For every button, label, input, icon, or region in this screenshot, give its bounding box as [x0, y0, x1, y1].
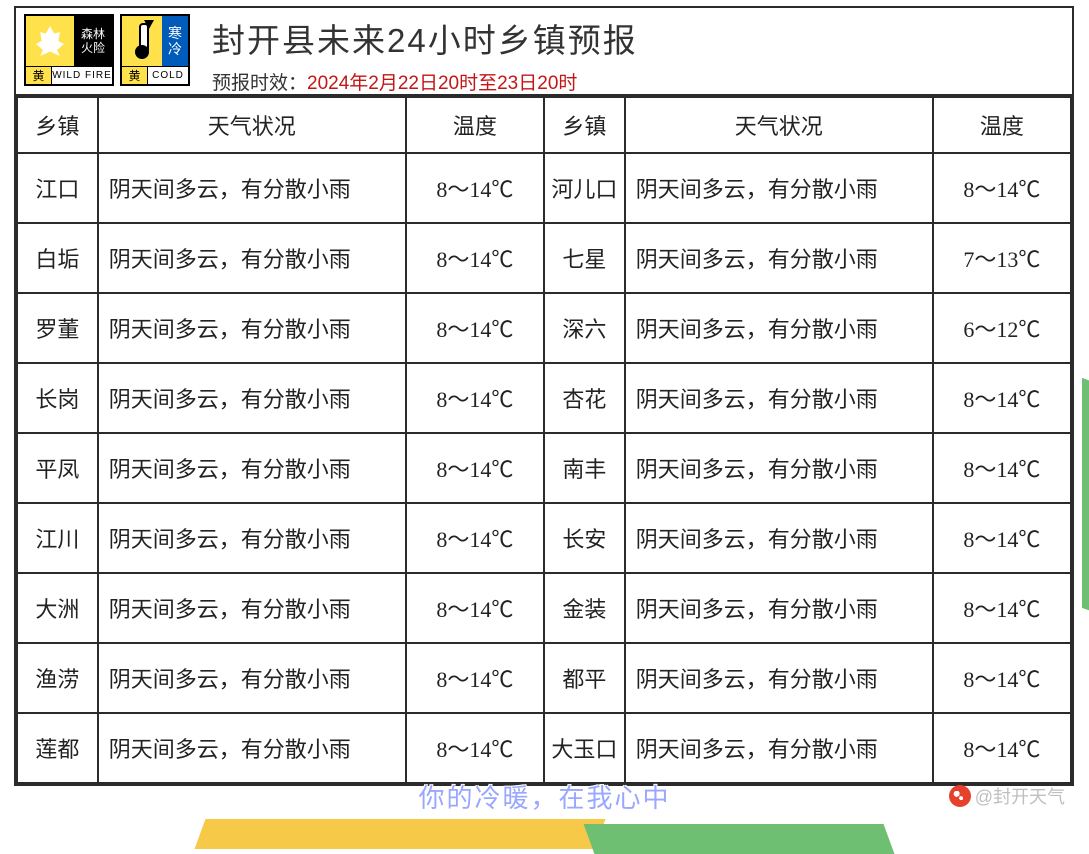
table-row: 江口阴天间多云，有分散小雨8～14℃河儿口阴天间多云，有分散小雨8～14℃ [17, 153, 1071, 223]
temp-right: 8～14℃ [933, 433, 1071, 503]
temp-left: 8～14℃ [406, 363, 544, 433]
wildfire-level: 黄 [26, 67, 52, 84]
wx-left: 阴天间多云，有分散小雨 [98, 713, 406, 783]
wx-left: 阴天间多云，有分散小雨 [98, 363, 406, 433]
temp-left: 8～14℃ [406, 153, 544, 223]
temp-left: 8～14℃ [406, 223, 544, 293]
weibo-icon [949, 785, 971, 807]
table-row: 大洲阴天间多云，有分散小雨8～14℃金装阴天间多云，有分散小雨8～14℃ [17, 573, 1071, 643]
col-wx-left: 天气状况 [98, 97, 406, 153]
town-left: 白垢 [17, 223, 98, 293]
town-right: 深六 [544, 293, 625, 363]
cold-label-2: 冷 [168, 41, 182, 57]
town-right: 南丰 [544, 433, 625, 503]
town-left: 罗董 [17, 293, 98, 363]
temp-right: 8～14℃ [933, 573, 1071, 643]
wildfire-badge: 森林 火险 黄 WILD FIRE [24, 14, 114, 86]
temp-left: 8～14℃ [406, 643, 544, 713]
forecast-card: 森林 火险 黄 WILD FIRE 寒 冷 [14, 6, 1074, 786]
footer-tagline: 你的冷暖，在我心中 [0, 778, 1089, 815]
temp-right: 8～14℃ [933, 503, 1071, 573]
wx-right: 阴天间多云，有分散小雨 [625, 293, 933, 363]
town-right: 七星 [544, 223, 625, 293]
forecast-table: 乡镇 天气状况 温度 乡镇 天气状况 温度 江口阴天间多云，有分散小雨8～14℃… [16, 96, 1072, 784]
wx-right: 阴天间多云，有分散小雨 [625, 223, 933, 293]
temp-right: 8～14℃ [933, 713, 1071, 783]
temp-right: 7～13℃ [933, 223, 1071, 293]
town-right: 大玉口 [544, 713, 625, 783]
table-row: 平凤阴天间多云，有分散小雨8～14℃南丰阴天间多云，有分散小雨8～14℃ [17, 433, 1071, 503]
temp-left: 8～14℃ [406, 573, 544, 643]
table-header-row: 乡镇 天气状况 温度 乡镇 天气状况 温度 [17, 97, 1071, 153]
wx-right: 阴天间多云，有分散小雨 [625, 433, 933, 503]
table-row: 江川阴天间多云，有分散小雨8～14℃长安阴天间多云，有分散小雨8～14℃ [17, 503, 1071, 573]
flame-icon [36, 26, 64, 56]
period-label: 预报时效： [212, 73, 307, 94]
town-left: 江口 [17, 153, 98, 223]
cold-level: 黄 [122, 67, 148, 84]
town-left: 长岗 [17, 363, 98, 433]
temp-left: 8～14℃ [406, 713, 544, 783]
town-right: 金装 [544, 573, 625, 643]
wildfire-en: WILD FIRE [52, 67, 112, 84]
wildfire-label-1: 森林 [81, 27, 105, 41]
temp-left: 8～14℃ [406, 503, 544, 573]
town-left: 平凤 [17, 433, 98, 503]
wx-right: 阴天间多云，有分散小雨 [625, 503, 933, 573]
town-left: 渔涝 [17, 643, 98, 713]
col-wx-right: 天气状况 [625, 97, 933, 153]
temp-right: 8～14℃ [933, 153, 1071, 223]
wx-left: 阴天间多云，有分散小雨 [98, 433, 406, 503]
wx-left: 阴天间多云，有分散小雨 [98, 573, 406, 643]
wx-left: 阴天间多云，有分散小雨 [98, 223, 406, 293]
wildfire-label-2: 火险 [81, 41, 105, 55]
temp-left: 8～14℃ [406, 293, 544, 363]
table-row: 罗董阴天间多云，有分散小雨8～14℃深六阴天间多云，有分散小雨6～12℃ [17, 293, 1071, 363]
wx-right: 阴天间多云，有分散小雨 [625, 153, 933, 223]
wx-left: 阴天间多云，有分散小雨 [98, 153, 406, 223]
wx-right: 阴天间多云，有分散小雨 [625, 643, 933, 713]
table-row: 莲都阴天间多云，有分散小雨8～14℃大玉口阴天间多云，有分散小雨8～14℃ [17, 713, 1071, 783]
table-row: 白垢阴天间多云，有分散小雨8～14℃七星阴天间多云，有分散小雨7～13℃ [17, 223, 1071, 293]
col-town-right: 乡镇 [544, 97, 625, 153]
page-title: 封开县未来24小时乡镇预报 [212, 14, 1072, 62]
town-left: 江川 [17, 503, 98, 573]
weibo-handle: @封开天气 [975, 783, 1065, 809]
col-temp-left: 温度 [406, 97, 544, 153]
town-left: 大洲 [17, 573, 98, 643]
header: 森林 火险 黄 WILD FIRE 寒 冷 [16, 8, 1072, 96]
period-value: 2024年2月22日20时至23日20时 [307, 73, 577, 94]
town-right: 杏花 [544, 363, 625, 433]
wx-left: 阴天间多云，有分散小雨 [98, 643, 406, 713]
cold-en: COLD [148, 67, 188, 84]
temp-right: 8～14℃ [933, 363, 1071, 433]
town-right: 河儿口 [544, 153, 625, 223]
temp-left: 8～14℃ [406, 433, 544, 503]
temp-right: 8～14℃ [933, 643, 1071, 713]
town-left: 莲都 [17, 713, 98, 783]
cold-label-1: 寒 [168, 25, 182, 41]
cold-badge: 寒 冷 黄 COLD [120, 14, 190, 86]
col-temp-right: 温度 [933, 97, 1071, 153]
table-row: 长岗阴天间多云，有分散小雨8～14℃杏花阴天间多云，有分散小雨8～14℃ [17, 363, 1071, 433]
temp-right: 6～12℃ [933, 293, 1071, 363]
warning-badges: 森林 火险 黄 WILD FIRE 寒 冷 [16, 8, 198, 90]
town-right: 都平 [544, 643, 625, 713]
col-town-left: 乡镇 [17, 97, 98, 153]
wx-right: 阴天间多云，有分散小雨 [625, 363, 933, 433]
wx-right: 阴天间多云，有分散小雨 [625, 713, 933, 783]
forecast-period: 预报时效：2024年2月22日20时至23日20时 [212, 68, 1072, 95]
weibo-account: @封开天气 [949, 783, 1065, 809]
table-row: 渔涝阴天间多云，有分散小雨8～14℃都平阴天间多云，有分散小雨8～14℃ [17, 643, 1071, 713]
wx-right: 阴天间多云，有分散小雨 [625, 573, 933, 643]
arrow-down-icon [144, 20, 154, 29]
wx-left: 阴天间多云，有分散小雨 [98, 503, 406, 573]
town-right: 长安 [544, 503, 625, 573]
wx-left: 阴天间多云，有分散小雨 [98, 293, 406, 363]
